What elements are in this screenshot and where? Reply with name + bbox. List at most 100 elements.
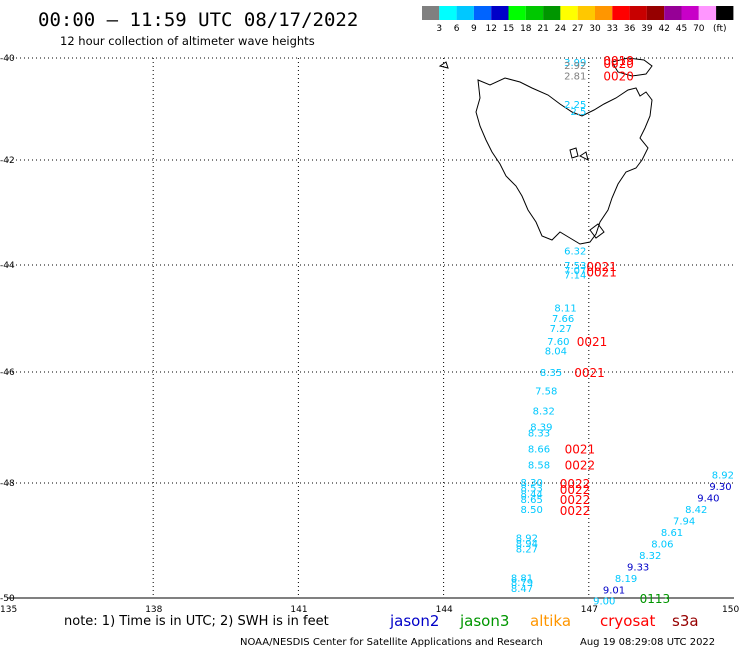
swh-value-label: 8.81 — [511, 573, 533, 584]
swh-value-label: 6.32 — [564, 246, 586, 257]
lat-tick-label: -46 — [0, 368, 15, 378]
legend-label: 24 — [555, 24, 567, 34]
swh-value-label: 7.60 — [547, 337, 569, 348]
satellite-tracks: 3.992.922.81 2.252.5 6.32 7.537.077.14 8.11 7… — [511, 54, 734, 608]
legend-swatch — [456, 6, 474, 20]
time-label: 0019 — [603, 54, 634, 68]
swh-value-label: 8.66 — [528, 445, 550, 456]
swh-value-label: 2.81 — [564, 71, 586, 82]
swh-value-label: 8.42 — [685, 505, 707, 516]
legend-swatch — [577, 6, 595, 20]
swh-value-label: 7.58 — [535, 386, 557, 397]
swh-value-label: 8.39 — [530, 422, 552, 433]
satellite-name: jason2 — [389, 612, 439, 630]
time-label: 0020 — [603, 69, 634, 83]
legend-label: 6 — [454, 24, 460, 34]
swh-value-label: 8.47 — [511, 584, 533, 595]
lon-tick-label: 141 — [290, 605, 307, 615]
legend-label: 36 — [624, 24, 636, 34]
swh-value-label: 2.5 — [570, 107, 586, 118]
legend-swatch — [525, 6, 544, 20]
satellite-name: jason3 — [459, 612, 509, 630]
time-label: 0021 — [574, 366, 605, 380]
legend-swatch — [629, 6, 647, 20]
legend-swatch — [439, 6, 457, 20]
footer-note: note: 1) Time is in UTC; 2) SWH is in fe… — [64, 614, 329, 629]
swh-value-label: 8.19 — [615, 574, 637, 585]
legend-swatch — [543, 6, 561, 20]
swh-value-label: 8.30 — [521, 478, 543, 489]
swh-value-label: 7.94 — [673, 516, 695, 527]
legend-swatch — [491, 6, 509, 20]
lat-tick-label: -50 — [0, 594, 15, 604]
legend-swatch — [716, 6, 734, 20]
legend-label: 18 — [520, 24, 532, 34]
legend-swatch — [698, 6, 717, 20]
legend-label: 33 — [607, 24, 618, 34]
swh-value-label: 9.33 — [627, 562, 649, 573]
time-label: 0022 — [560, 477, 591, 491]
time-label: 0021 — [565, 443, 596, 457]
timestamp-text: Aug 19 08:29:08 UTC 2022 — [580, 637, 715, 648]
swh-value-label: 8.11 — [554, 303, 576, 314]
swh-value-label: 8.32 — [639, 551, 661, 562]
legend-label: 15 — [503, 24, 514, 34]
lon-tick-label: 147 — [581, 605, 598, 615]
swh-value-label: 7.53 — [564, 261, 586, 272]
lon-tick-label: 135 — [0, 605, 17, 615]
swh-value-label: 7.14 — [564, 271, 586, 282]
swh-value-label: 8.44 — [521, 489, 543, 500]
color-legend: 3 6 9 12 15 18 21 24 27 30 33 36 39 42 45 70 — [422, 6, 734, 34]
swh-value-label: 8.79 — [511, 578, 533, 589]
swh-value-label: 3.99 — [564, 58, 586, 69]
swh-value-label: 8.50 — [521, 505, 543, 516]
swh-value-label: 2.25 — [564, 100, 586, 111]
legend-swatch — [646, 6, 665, 20]
legend-label: 30 — [589, 24, 601, 34]
time-label: 0021 — [577, 335, 608, 349]
swh-value-label: 9.01 — [603, 585, 625, 596]
legend-label: 12 — [485, 24, 496, 34]
swh-value-label: 8.06 — [651, 539, 673, 550]
time-label: 0022 — [560, 483, 591, 497]
swh-value-label: 8.33 — [528, 428, 550, 439]
swh-value-label: 9.40 — [697, 493, 719, 504]
time-label: 0022 — [560, 493, 591, 507]
swh-value-label: 7.07 — [564, 266, 586, 277]
swh-value-label: 8.92 — [516, 534, 538, 545]
swh-value-label: 8.65 — [521, 495, 543, 506]
swh-value-label: 8.61 — [661, 528, 683, 539]
swh-value-label: 7.27 — [550, 324, 572, 335]
lat-tick-label: -42 — [0, 156, 15, 166]
satellite-legend: jason2 jason3 altika cryosat s3a — [389, 612, 699, 630]
lon-tick-label: 138 — [145, 605, 162, 615]
swh-value-label: 2.92 — [564, 61, 586, 72]
credit-text: NOAA/NESDIS Center for Satellite Applica… — [240, 637, 543, 648]
legend-swatch — [560, 6, 578, 20]
swh-value-label: 8.35 — [540, 368, 562, 379]
swh-value-label: 8.32 — [533, 406, 555, 417]
page-subtitle: 12 hour collection of altimeter wave hei… — [60, 34, 315, 48]
legend-unit: (ft) — [713, 24, 727, 34]
lon-tick-label: 150 — [722, 605, 739, 615]
lat-tick-label: -40 — [0, 54, 15, 64]
legend-swatch — [422, 6, 440, 20]
legend-label: 27 — [572, 24, 583, 34]
time-label: 0020 — [603, 57, 634, 71]
lat-tick-label: -48 — [0, 479, 15, 489]
swh-value-label: 8.94 — [516, 539, 538, 550]
legend-label: 70 — [693, 24, 705, 34]
legend-label: 45 — [676, 24, 687, 34]
legend-label: 21 — [537, 24, 548, 34]
satellite-name: s3a — [672, 612, 699, 630]
swh-value-label: 8.92 — [712, 471, 734, 482]
tasmania-coastline — [438, 57, 653, 245]
swh-value-label: 8.53 — [521, 484, 543, 495]
legend-swatch — [612, 6, 630, 20]
legend-swatch — [595, 6, 613, 20]
time-label: 0021 — [586, 260, 617, 274]
legend-label: 3 — [436, 24, 442, 34]
legend-label: 39 — [641, 24, 653, 34]
swh-value-label: 8.04 — [545, 347, 567, 358]
time-label: 0021 — [586, 265, 617, 279]
